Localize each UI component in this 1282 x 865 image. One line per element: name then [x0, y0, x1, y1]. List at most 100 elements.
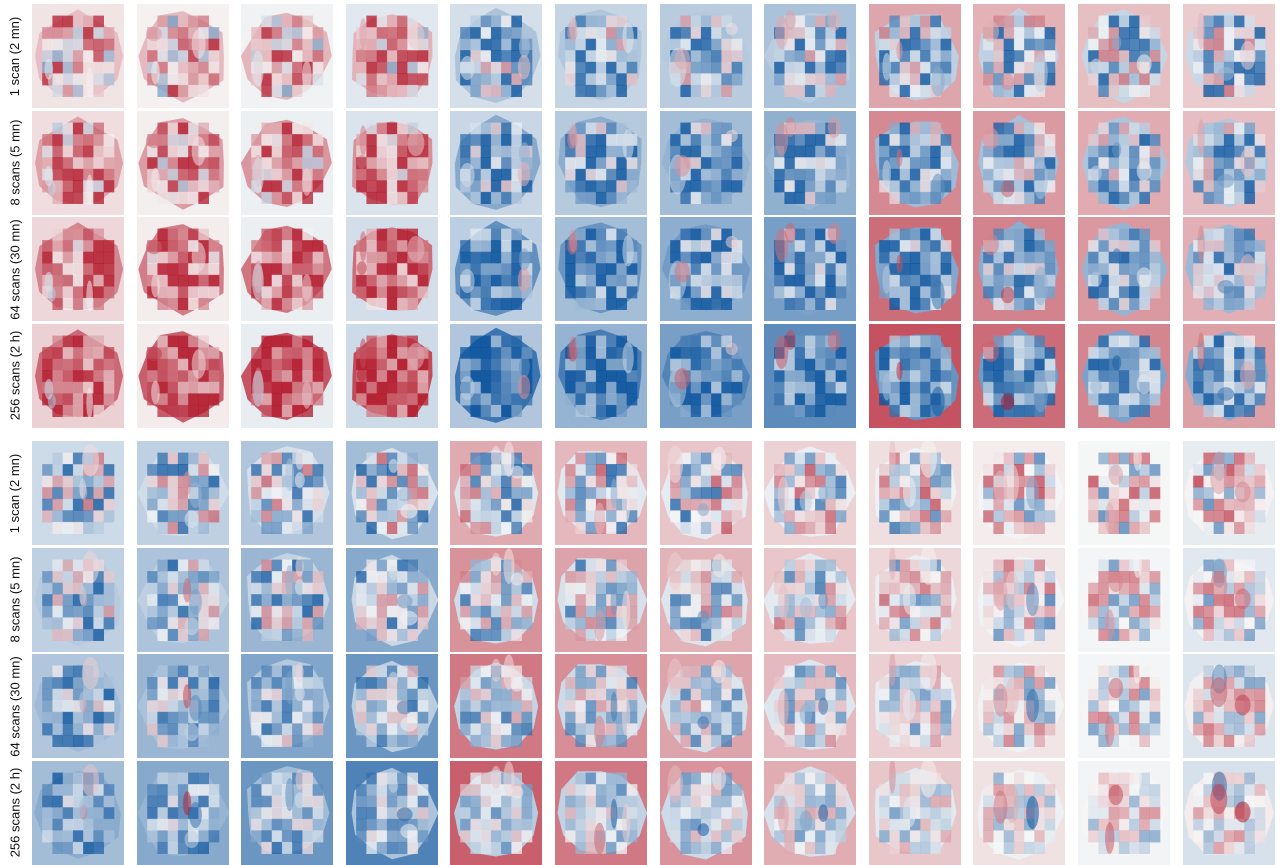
scan-tile: [345, 654, 438, 758]
row-label-text: 256 scans (2 h): [7, 330, 23, 421]
scan-tile: [345, 547, 438, 652]
scan-tile: [1182, 4, 1275, 108]
row-label: 8 scans (5 mn): [0, 111, 30, 215]
row-label-text: 64 scans (30 mn): [7, 655, 23, 757]
scan-tile: [136, 654, 229, 758]
scan-tile: [32, 654, 124, 758]
row-label: 8 scans (5 mn): [0, 548, 30, 652]
scan-tile: [241, 323, 334, 428]
scan-tile: [659, 547, 752, 652]
scan-tile: [241, 217, 334, 321]
scan-tile: [973, 654, 1066, 758]
scan-tile: [136, 323, 229, 428]
scan-tile: [1078, 441, 1170, 545]
scan-tile: [450, 110, 543, 215]
scan-tile: [32, 110, 124, 215]
scan-tile: [868, 4, 961, 108]
scan-tile: [450, 547, 543, 652]
scan-tile: [32, 4, 124, 108]
scan-tile: [764, 323, 857, 428]
scan-tile: [764, 760, 857, 865]
row-label-text: 64 scans (30 mn): [7, 218, 23, 320]
scan-tile: [32, 760, 124, 865]
scan-tile: [973, 441, 1066, 545]
row-label: 64 scans (30 mn): [0, 217, 30, 321]
scan-tile: [659, 654, 752, 758]
scan-tile: [450, 4, 543, 108]
scan-tile: [555, 654, 647, 758]
scan-tile: [136, 760, 229, 865]
scan-tile: [1182, 441, 1275, 545]
scan-tile: [764, 654, 857, 758]
scan-tile: [1182, 217, 1275, 321]
scan-tile: [450, 323, 543, 428]
scan-tile: [973, 323, 1066, 428]
scan-tile: [868, 110, 961, 215]
scan-tile: [868, 323, 961, 428]
scan-tile: [868, 547, 961, 652]
scan-tile: [1182, 110, 1275, 215]
row-label: 64 scans (30 mn): [0, 654, 30, 758]
scan-tile: [555, 547, 647, 652]
scan-tile: [32, 441, 124, 545]
scan-tile: [555, 110, 647, 215]
scan-tile: [659, 217, 752, 321]
scan-tile: [136, 217, 229, 321]
scan-tile: [241, 760, 334, 865]
scan-tile: [555, 323, 647, 428]
row-label-text: 256 scans (2 h): [7, 767, 23, 858]
scan-tile: [1078, 760, 1170, 865]
scan-tile: [241, 547, 334, 652]
row-label: 256 scans (2 h): [0, 324, 30, 428]
scan-tile: [764, 110, 857, 215]
row-label: 1 scan (2 mn): [0, 441, 30, 545]
scan-tile: [1182, 547, 1275, 652]
scan-tile: [1078, 4, 1170, 108]
scan-tile: [555, 760, 647, 865]
row-label-text: 8 scans (5 mn): [7, 556, 23, 643]
row-label: 1 scan (2 mn): [0, 4, 30, 108]
scan-tile: [868, 217, 961, 321]
scan-tile: [32, 547, 124, 652]
scan-tile: [136, 547, 229, 652]
scan-tile: [241, 654, 334, 758]
scan-tile: [1078, 654, 1170, 758]
scan-tile: [1078, 547, 1170, 652]
row-label-text: 1 scan (2 mn): [7, 453, 23, 533]
scan-tile: [136, 110, 229, 215]
row-label: 256 scans (2 h): [0, 761, 30, 865]
scan-tile: [1078, 323, 1170, 428]
scan-tile: [1182, 323, 1275, 428]
scan-tile: [868, 760, 961, 865]
scan-tile: [659, 4, 752, 108]
scan-tile: [136, 441, 229, 545]
scan-tile: [450, 654, 543, 758]
scan-tile: [764, 4, 857, 108]
scan-tile: [973, 547, 1066, 652]
scan-tile: [764, 441, 857, 545]
scan-tile: [555, 4, 647, 108]
scan-tile: [868, 441, 961, 545]
scan-tile: [241, 441, 334, 545]
scan-tile: [32, 323, 124, 428]
scan-tile: [345, 760, 438, 865]
scan-tile: [1078, 217, 1170, 321]
scan-tile: [345, 441, 438, 545]
scan-tile: [345, 217, 438, 321]
scan-tile: [136, 4, 229, 108]
scan-tile: [32, 217, 124, 321]
scan-tile: [241, 4, 334, 108]
scan-tile: [973, 4, 1066, 108]
scan-tile: [1078, 110, 1170, 215]
scan-tile: [555, 217, 647, 321]
scan-tile: [1182, 760, 1275, 865]
scan-tile: [345, 110, 438, 215]
row-label-text: 1 scan (2 mn): [7, 16, 23, 96]
row-label-text: 8 scans (5 mn): [7, 119, 23, 206]
scan-tile: [764, 217, 857, 321]
scan-tile: [973, 110, 1066, 215]
scan-tile: [973, 760, 1066, 865]
scan-tile: [868, 654, 961, 758]
scan-tile: [450, 217, 543, 321]
